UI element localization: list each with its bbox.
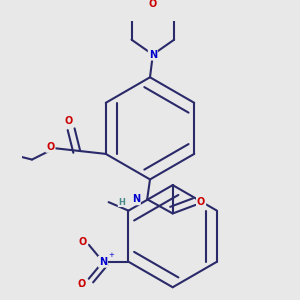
Text: O: O	[65, 116, 73, 126]
Text: N: N	[149, 50, 157, 60]
Text: O: O	[77, 279, 86, 290]
Text: N: N	[132, 194, 140, 204]
Text: O: O	[46, 142, 55, 152]
Text: N: N	[99, 257, 107, 267]
Text: H: H	[118, 198, 125, 207]
Text: +: +	[109, 253, 115, 259]
Text: O: O	[197, 197, 205, 207]
Text: -: -	[79, 281, 82, 291]
Text: O: O	[149, 0, 157, 8]
Text: O: O	[79, 237, 87, 247]
